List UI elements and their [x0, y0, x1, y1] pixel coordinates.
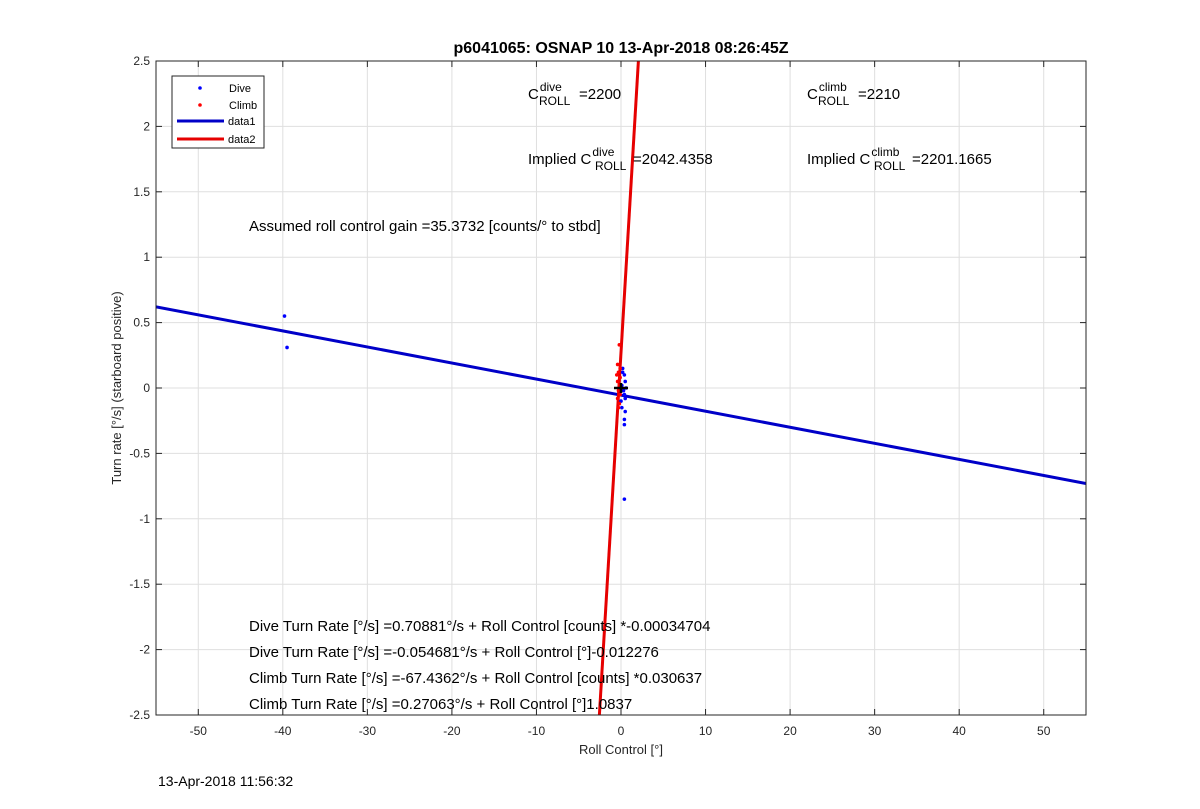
svg-text:ROLL: ROLL — [539, 94, 571, 108]
point-climb — [616, 405, 621, 410]
point-dive — [620, 366, 625, 371]
x-tick-label: 40 — [953, 724, 967, 738]
y-tick-label: -0.5 — [129, 446, 150, 460]
svg-text:ROLL: ROLL — [595, 159, 627, 173]
point-dive — [622, 373, 627, 377]
x-tick-label: -40 — [274, 724, 292, 738]
x-tick-label: -10 — [528, 724, 546, 738]
svg-text:=2201.1665: =2201.1665 — [912, 151, 992, 168]
point-climb — [614, 373, 619, 377]
point-dive — [622, 497, 627, 501]
svg-text:=2042.4358: =2042.4358 — [633, 151, 713, 168]
point-dive — [622, 417, 627, 422]
y-tick-label: -1.5 — [129, 577, 150, 591]
svg-text:Cdive: Cdive — [528, 80, 562, 103]
y-tick-label: 2.5 — [133, 54, 150, 68]
x-tick-label: -50 — [190, 724, 208, 738]
x-tick-label: 20 — [783, 724, 797, 738]
x-axis-label: Roll Control [°] — [579, 742, 663, 757]
grid-lines — [156, 60, 1086, 716]
legend-climb-label: Climb — [229, 100, 257, 112]
annotation-implied-dive: Implied Cdive ROLL =2042.4358 — [528, 145, 713, 173]
legend-climb-marker — [198, 103, 202, 107]
x-tick-label: 50 — [1037, 724, 1051, 738]
plot-box — [155, 60, 1087, 716]
point-dive — [619, 399, 623, 403]
y-axis-label: Turn rate [°/s] (starboard positive) — [109, 291, 124, 484]
legend-dive-marker — [198, 86, 202, 90]
x-tick-label: 0 — [618, 724, 625, 738]
svg-text:Implied Cclimb: Implied Cclimb — [807, 145, 900, 168]
legend-box — [171, 75, 265, 149]
point-dive — [620, 405, 624, 410]
svg-text:ROLL: ROLL — [818, 94, 850, 108]
svg-text:ROLL: ROLL — [874, 159, 906, 173]
legend-data1-label: data1 — [228, 116, 256, 128]
x-tick-label: -30 — [359, 724, 377, 738]
annotation-c-dive: Cdive ROLL =2200 — [528, 80, 621, 108]
point-dive — [623, 396, 628, 401]
x-tick-label: 10 — [699, 724, 713, 738]
annotation-eq-1: Dive Turn Rate [°/s] =0.70881°/s + Roll … — [249, 618, 710, 635]
point-dive — [622, 392, 627, 397]
point-climb — [617, 401, 622, 406]
y-tick-label: -1 — [139, 512, 150, 526]
point-dive — [285, 345, 289, 350]
point-climb — [615, 396, 620, 401]
point-dive — [620, 370, 625, 375]
point-climb — [617, 343, 622, 347]
svg-text:Cclimb: Cclimb — [807, 80, 847, 103]
x-tick-label: -20 — [443, 724, 461, 738]
y-tick-label: 0.5 — [133, 316, 150, 330]
point-climb — [615, 362, 620, 367]
x-tick-labels: -50 -40 -30 -20 -10 0 10 20 30 40 50 — [190, 724, 1051, 738]
chart-title: p6041065: OSNAP 10 13-Apr-2018 08:26:45Z — [454, 40, 789, 57]
x-tick-label: 30 — [868, 724, 882, 738]
y-tick-label: 0 — [143, 381, 150, 395]
svg-text:Implied Cdive: Implied Cdive — [528, 145, 615, 168]
legend-data2-label: data2 — [228, 134, 256, 146]
svg-text:=2210: =2210 — [858, 86, 900, 103]
annotation-eq-4: Climb Turn Rate [°/s] =0.27063°/s + Roll… — [249, 696, 632, 713]
annotation-implied-climb: Implied Cclimb ROLL =2201.1665 — [807, 145, 992, 173]
point-climb — [616, 370, 621, 375]
point-climb — [618, 392, 622, 397]
annotation-gain: Assumed roll control gain =35.3732 [coun… — [249, 218, 601, 235]
y-tick-label: 2 — [143, 119, 150, 133]
point-dive — [622, 422, 627, 427]
legend: Dive Climb data1 data2 — [171, 75, 265, 149]
legend-dive-label: Dive — [229, 83, 251, 95]
y-tick-label: -2.5 — [129, 708, 150, 722]
point-dive — [621, 388, 626, 393]
point-climb — [618, 375, 622, 380]
point-dive — [623, 379, 628, 384]
y-tick-label: 1 — [143, 250, 150, 264]
y-tick-label: 1.5 — [133, 185, 150, 199]
point-dive — [282, 314, 287, 318]
point-dive — [623, 409, 628, 414]
y-tick-label: -2 — [139, 643, 150, 657]
annotation-eq-2: Dive Turn Rate [°/s] =-0.054681°/s + Rol… — [249, 644, 659, 661]
svg-text:=2200: =2200 — [579, 86, 621, 103]
point-climb — [615, 379, 620, 384]
annotation-c-climb: Cclimb ROLL =2210 — [807, 80, 900, 108]
point-climb — [618, 366, 622, 371]
y-tick-labels: -2.5 -2 -1.5 -1 -0.5 0 0.5 1 1.5 2 2.5 — [129, 54, 150, 722]
point-climb — [616, 388, 621, 393]
origin-marker — [614, 383, 628, 393]
print-timestamp: 13-Apr-2018 11:56:32 — [158, 773, 294, 789]
data-points — [282, 314, 628, 501]
annotation-eq-3: Climb Turn Rate [°/s] =-67.4362°/s + Rol… — [249, 670, 702, 687]
